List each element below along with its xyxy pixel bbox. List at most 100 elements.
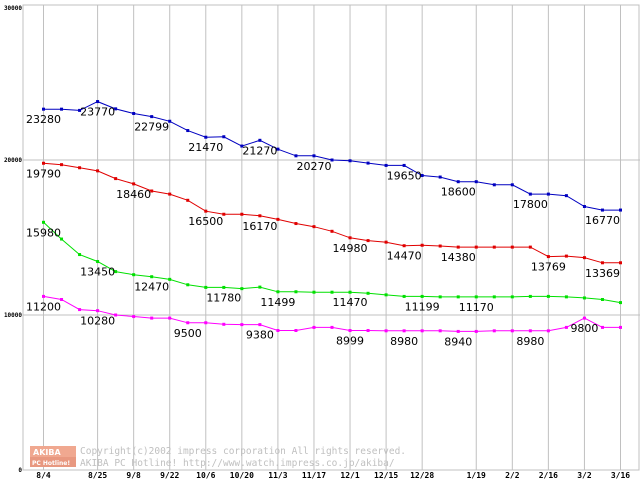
data-label: 8980 [516, 335, 544, 348]
data-point [546, 255, 550, 259]
data-label: 16170 [242, 220, 277, 233]
data-point [619, 208, 622, 212]
data-point [619, 261, 622, 265]
data-point [420, 243, 424, 247]
data-label: 14470 [387, 250, 422, 263]
data-point [276, 290, 280, 294]
data-point [492, 329, 496, 333]
data-point [96, 100, 100, 104]
data-point [42, 107, 45, 111]
data-point [619, 325, 622, 329]
data-point [204, 209, 208, 213]
data-point [42, 161, 45, 165]
data-point [474, 245, 478, 249]
x-tick-label: 2/16 [539, 471, 558, 480]
data-point [60, 163, 64, 167]
data-point [438, 329, 442, 333]
data-point [114, 313, 118, 317]
data-label: 21270 [242, 144, 277, 157]
data-point [456, 245, 460, 249]
data-point [258, 285, 262, 289]
data-point [528, 245, 532, 249]
series-blue [42, 100, 622, 212]
data-point [348, 159, 352, 163]
akiba-logo: AKIBA PC Hotline! [30, 446, 76, 467]
data-point [150, 189, 154, 193]
data-label: 9500 [174, 327, 202, 340]
x-tick-label: 3/2 [577, 471, 592, 480]
data-point [546, 192, 550, 196]
data-point [312, 325, 316, 329]
data-point [546, 329, 550, 333]
y-tick-label: 20000 [4, 157, 22, 164]
series-lines [42, 100, 622, 333]
x-tick-label: 10/20 [230, 471, 254, 480]
data-label: 14980 [333, 242, 368, 255]
data-point [528, 192, 532, 196]
data-point [204, 285, 208, 289]
data-point [150, 316, 154, 320]
x-tick-label: 8/25 [88, 471, 107, 480]
data-label: 19650 [387, 169, 422, 182]
data-point [510, 329, 514, 333]
data-point [168, 316, 172, 320]
data-point [60, 107, 64, 111]
data-point [402, 244, 406, 248]
data-point [528, 294, 532, 298]
data-point [420, 294, 424, 298]
data-point [240, 144, 244, 148]
data-point [186, 283, 190, 287]
data-point [348, 236, 352, 240]
data-point [510, 245, 514, 249]
data-label: 11200 [26, 300, 61, 313]
data-point [564, 254, 568, 258]
credit-block: AKIBA PC Hotline! Copyright(c)2002 impre… [30, 446, 406, 469]
data-label: 14380 [441, 251, 476, 264]
data-point [96, 309, 100, 313]
copyright-text: Copyright(c)2002 impress corporation All… [80, 446, 406, 457]
data-point [456, 180, 460, 184]
data-label: 20270 [296, 160, 331, 173]
data-label: 11199 [405, 300, 440, 313]
data-point [222, 285, 226, 289]
data-point [150, 275, 154, 279]
data-point [168, 277, 172, 281]
data-point [78, 166, 82, 170]
data-label: 13369 [585, 267, 620, 280]
data-point [312, 154, 316, 158]
data-point [168, 119, 172, 123]
data-point [438, 244, 442, 248]
data-point [222, 322, 226, 326]
data-point [60, 237, 64, 241]
data-point [114, 270, 118, 274]
data-point [474, 295, 478, 299]
data-point [222, 212, 226, 216]
data-label: 13769 [531, 261, 566, 274]
url-text: AKIBA PC Hotline! http://www.watch.impre… [80, 458, 395, 469]
data-point [600, 261, 604, 265]
data-point [348, 329, 352, 333]
data-label: 11499 [260, 296, 295, 309]
data-point [564, 325, 568, 329]
data-point [42, 294, 45, 298]
logo-top-text: AKIBA [33, 448, 61, 457]
logo-bottom-text: PC Hotline! [32, 460, 70, 467]
data-point [492, 183, 496, 187]
data-point [384, 240, 388, 244]
data-point [204, 321, 208, 325]
data-label: 18600 [441, 186, 476, 199]
data-point [619, 301, 622, 305]
plot-frame [22, 4, 640, 471]
data-point [366, 161, 370, 165]
x-tick-label: 11/17 [302, 471, 326, 480]
data-point [546, 294, 550, 298]
data-point [582, 296, 586, 300]
data-point [402, 163, 406, 167]
data-point [114, 177, 118, 181]
data-label: 15980 [26, 226, 61, 239]
data-point [330, 158, 334, 162]
data-point [474, 329, 478, 333]
data-point [438, 295, 442, 299]
y-tick-label: 10000 [4, 312, 22, 319]
